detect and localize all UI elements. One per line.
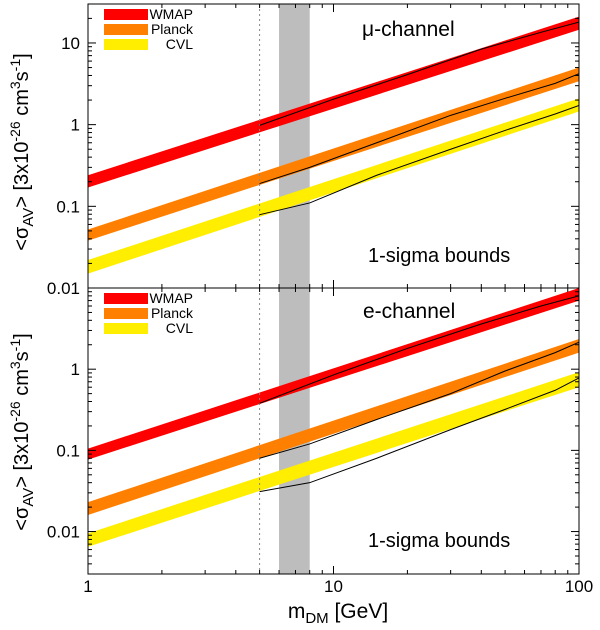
- legend-swatch-cvl: [104, 39, 148, 50]
- line-cvl: [259, 377, 579, 493]
- x-axis-label: mDM [GeV]: [288, 600, 388, 627]
- y-tick-label: 0.01: [47, 523, 80, 542]
- bounds-label-e: 1-sigma bounds: [368, 530, 510, 552]
- line-wmap: [259, 21, 579, 126]
- y-tick-label: 0.01: [47, 279, 80, 298]
- band-planck: [88, 339, 579, 515]
- band-cvl: [88, 98, 579, 274]
- y-tick-label: 10: [61, 34, 80, 53]
- bands-e: [88, 288, 579, 574]
- y-tick-label: 0.1: [56, 441, 80, 460]
- lines-mu: [259, 4, 579, 288]
- x-tick-labels: 1 10 100: [83, 577, 593, 596]
- line-planck: [259, 73, 579, 185]
- band-planck: [88, 67, 579, 241]
- channel-label-mu: μ-channel: [362, 18, 455, 41]
- legend-label-planck: Planck: [151, 21, 194, 37]
- legend-swatch-cvl: [104, 323, 148, 334]
- legend-swatch-planck: [104, 308, 148, 319]
- x-tick-label: 1: [83, 577, 92, 596]
- x-tick-label: 10: [324, 577, 343, 596]
- legend-swatch-wmap: [104, 9, 148, 20]
- legend-label-cvl: CVL: [166, 36, 193, 52]
- y-tick-label: 1: [71, 116, 80, 135]
- y-tick-label: 0.1: [56, 197, 80, 216]
- bands-mu: [88, 4, 579, 288]
- legend-label-wmap: WMAP: [149, 6, 193, 22]
- legend-label-wmap: WMAP: [149, 290, 193, 306]
- legend-label-planck: Planck: [151, 305, 194, 321]
- excluded-mass-band: [279, 4, 310, 288]
- lines-e: [259, 288, 579, 574]
- legend-label-cvl: CVL: [166, 320, 193, 336]
- line-wmap: [259, 295, 579, 404]
- ticks-e: 0.01 0.1 1: [47, 287, 580, 575]
- y-tick-label: 1: [71, 360, 80, 379]
- legend-swatch-planck: [104, 24, 148, 35]
- y-axis-label-e: <σAV> [3x10-26 cm3s-1]: [7, 333, 37, 530]
- x-tick-label: 100: [565, 577, 593, 596]
- band-wmap: [88, 16, 579, 188]
- channel-label-e: e-channel: [363, 300, 455, 323]
- bounds-label-mu: 1-sigma bounds: [368, 245, 510, 267]
- band-cvl: [88, 372, 579, 547]
- band-wmap: [88, 288, 579, 460]
- line-cvl: [259, 104, 579, 216]
- y-axis-label-mu: <σAV> [3x10-26 cm3s-1]: [7, 53, 37, 250]
- line-planck: [259, 341, 579, 459]
- legend-swatch-wmap: [104, 293, 148, 304]
